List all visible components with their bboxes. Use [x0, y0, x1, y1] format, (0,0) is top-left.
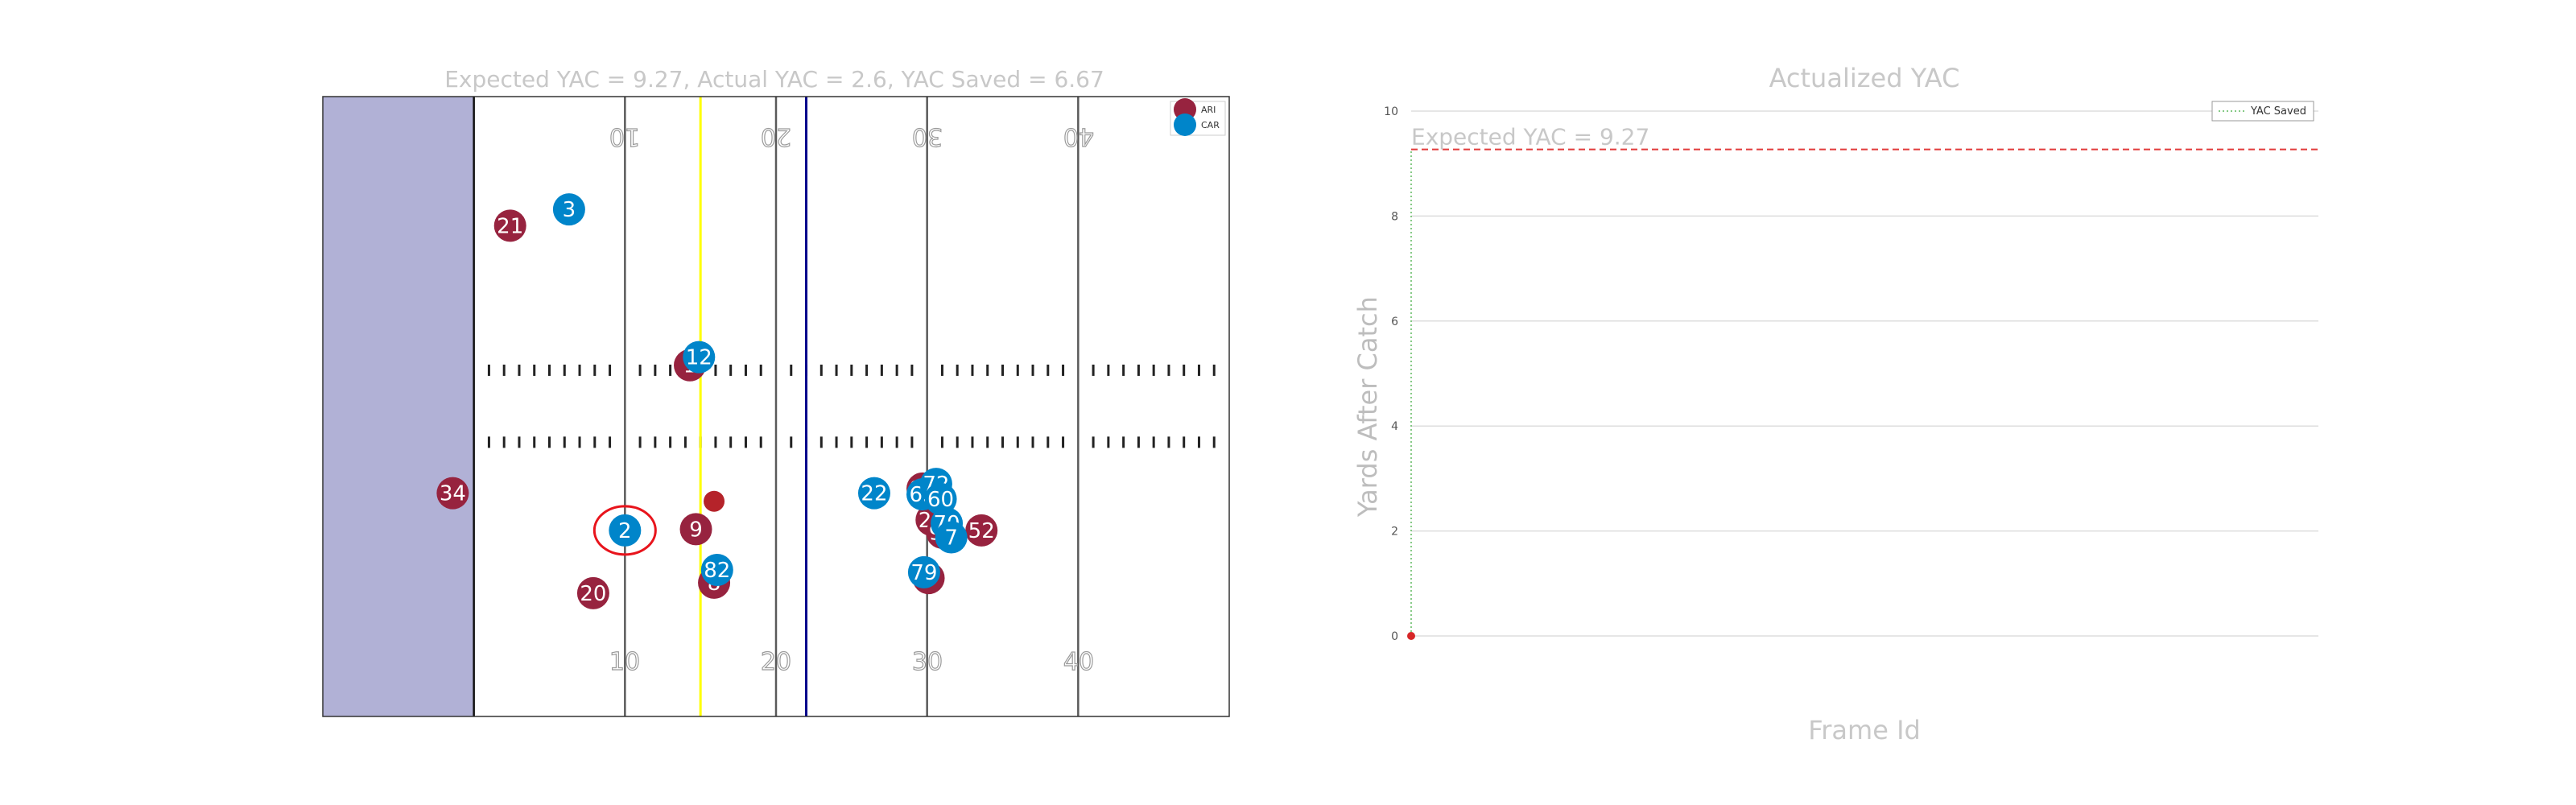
player-marker: 21	[493, 209, 526, 242]
yac-xlabel: Frame Id	[1808, 715, 1921, 745]
player-marker: 9	[679, 513, 712, 546]
player-dot	[576, 576, 609, 609]
yac-ytick: 0	[1391, 630, 1398, 643]
player-dot	[679, 513, 712, 546]
player-marker: 12	[683, 341, 716, 374]
yac-legend: YAC Saved	[2211, 101, 2314, 122]
yard-lines	[473, 97, 1080, 716]
player-dot	[683, 341, 716, 374]
field-number-bottom-20: 20	[761, 648, 791, 676]
player-marker: 22	[857, 477, 890, 510]
player-number: 3	[563, 198, 576, 222]
player-marker: 34	[436, 477, 469, 510]
yac-ylabel: Yards After Catch	[1352, 296, 1383, 518]
player-marker: 79	[907, 555, 940, 588]
player-dot	[436, 477, 469, 510]
player-number: 82	[704, 559, 730, 583]
football	[704, 490, 725, 512]
field-number-top-40: 40	[1063, 122, 1094, 151]
legend-marker-car	[1174, 114, 1196, 136]
player-number: 52	[968, 519, 995, 543]
expected-yac-label: Expected YAC = 9.27	[1411, 124, 1649, 151]
player-dot	[493, 209, 526, 242]
yac-points	[1407, 632, 1415, 640]
field-number-bottom-40: 40	[1063, 648, 1094, 676]
ball-carrier-ring	[592, 505, 657, 556]
yac-legend-box	[2211, 101, 2314, 122]
player-dot	[552, 193, 585, 226]
player-dot	[965, 514, 998, 547]
player-number: 20	[580, 582, 606, 606]
player-marker: 82	[700, 553, 733, 586]
field-number-top-10: 10	[609, 122, 640, 151]
field-number-top-30: 30	[912, 122, 943, 151]
player-dot	[935, 521, 968, 554]
yac-legend-label: YAC Saved	[2250, 105, 2306, 118]
yac-ytick: 4	[1391, 420, 1398, 433]
player-dot	[907, 555, 940, 588]
player-number: 9	[689, 518, 703, 542]
field-number-bottom-30: 30	[912, 648, 943, 676]
player-number: 22	[861, 482, 887, 506]
player-number: 21	[497, 214, 523, 238]
player-number: 34	[440, 482, 466, 506]
yac-chart-title: Actualized YAC	[1769, 63, 1960, 93]
field-legend: ARI CAR	[1170, 98, 1226, 136]
yac-ytick: 2	[1391, 526, 1398, 539]
field-number-top-20: 20	[761, 122, 791, 151]
player-dot	[857, 477, 890, 510]
endzone	[323, 97, 474, 716]
legend-label-ari: ARI	[1201, 105, 1216, 115]
field-number-bottom-10: 10	[609, 648, 640, 676]
player-number: 12	[686, 346, 712, 370]
player-dot	[609, 514, 642, 547]
player-number: 79	[910, 561, 937, 585]
yac-ytick: 6	[1391, 316, 1398, 328]
field-border	[322, 96, 1230, 717]
yac-point	[1407, 632, 1415, 640]
field-chart-title: Expected YAC = 9.27, Actual YAC = 2.6, Y…	[444, 66, 1104, 93]
yac-gridlines	[1411, 110, 2318, 637]
field-chart: Expected YAC = 9.27, Actual YAC = 2.6, Y…	[322, 66, 1230, 717]
player-marker: 3	[552, 193, 585, 226]
yac-ytick: 10	[1384, 105, 1398, 118]
player-marker: 20	[576, 576, 609, 609]
player-number: 2	[618, 519, 632, 543]
player-marker: 52	[965, 514, 998, 547]
hash-marks	[487, 364, 1216, 448]
player-dot	[924, 482, 957, 515]
legend-label-car: CAR	[1201, 120, 1220, 130]
player-marker: 7	[935, 521, 968, 554]
player-marker: 2	[609, 514, 642, 547]
player-number: 7	[944, 526, 958, 551]
yac-yticks: 0 2 4 6 8 10	[1384, 105, 1398, 643]
player-markers: 2113492089725955243128222637260707792	[436, 193, 998, 609]
player-dot	[700, 553, 733, 586]
yac-ytick: 8	[1391, 210, 1398, 223]
yac-chart: Actualized YAC 0 2 4 6 8 10 Expected YAC = 9.…	[1352, 63, 2318, 745]
